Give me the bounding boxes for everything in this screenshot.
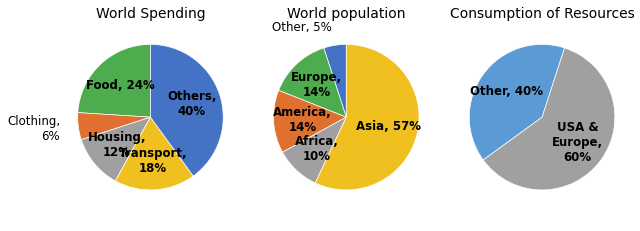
Wedge shape: [115, 117, 193, 190]
Wedge shape: [469, 44, 564, 160]
Wedge shape: [150, 44, 223, 176]
Text: Housing,
12%: Housing, 12%: [88, 131, 146, 159]
Wedge shape: [77, 112, 150, 140]
Text: Others,
40%: Others, 40%: [167, 90, 217, 118]
Text: Clothing,
6%: Clothing, 6%: [7, 115, 60, 143]
Wedge shape: [278, 48, 346, 117]
Text: Africa,
10%: Africa, 10%: [294, 135, 339, 163]
Text: Asia, 57%: Asia, 57%: [356, 120, 421, 133]
Title: World population: World population: [287, 7, 406, 21]
Wedge shape: [316, 44, 419, 190]
Text: USA &
Europe,
60%: USA & Europe, 60%: [552, 121, 603, 164]
Wedge shape: [483, 48, 615, 190]
Title: Consumption of Resources: Consumption of Resources: [450, 7, 634, 21]
Text: America,
14%: America, 14%: [273, 106, 332, 134]
Text: Food, 24%: Food, 24%: [86, 79, 155, 92]
Title: World Spending: World Spending: [95, 7, 205, 21]
Wedge shape: [273, 90, 346, 152]
Wedge shape: [78, 44, 150, 117]
Wedge shape: [324, 44, 346, 117]
Text: Other, 40%: Other, 40%: [470, 85, 543, 98]
Text: Europe,
14%: Europe, 14%: [291, 71, 342, 99]
Wedge shape: [282, 117, 346, 183]
Wedge shape: [81, 117, 150, 181]
Text: Transport,
18%: Transport, 18%: [119, 147, 188, 175]
Text: Other, 5%: Other, 5%: [272, 21, 332, 34]
